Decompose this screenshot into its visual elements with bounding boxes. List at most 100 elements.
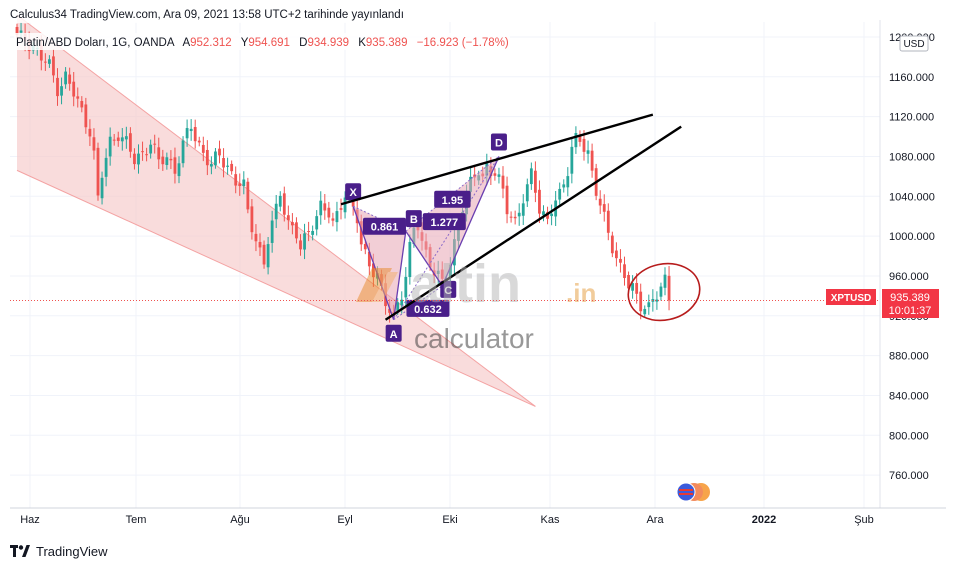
candle bbox=[60, 77, 63, 105]
x-tick-label: Eyl bbox=[337, 514, 352, 526]
candle bbox=[534, 161, 537, 203]
candle bbox=[270, 210, 274, 253]
candle bbox=[550, 204, 553, 226]
highlight-circle bbox=[627, 262, 701, 322]
candle bbox=[205, 140, 209, 176]
candle bbox=[222, 148, 225, 178]
candle bbox=[327, 201, 331, 224]
price-badge-value: 935.389 bbox=[890, 292, 930, 304]
pattern-point-b[interactable]: B bbox=[405, 210, 422, 228]
candle bbox=[189, 119, 193, 141]
price-axis[interactable]: 760.000800.000840.000880.000920.000960.0… bbox=[889, 32, 935, 482]
currency-box[interactable] bbox=[899, 35, 929, 52]
tradingview-brand: TradingView bbox=[36, 543, 108, 559]
candle bbox=[497, 167, 501, 184]
candle bbox=[590, 143, 594, 178]
event-marker[interactable] bbox=[676, 482, 710, 502]
candle bbox=[602, 194, 606, 222]
candle bbox=[218, 140, 221, 164]
svg-text:A: A bbox=[390, 329, 398, 341]
svg-text:1.95: 1.95 bbox=[442, 195, 463, 207]
candle bbox=[335, 201, 339, 232]
candle bbox=[197, 136, 201, 147]
y-tick-label: 880.000 bbox=[889, 351, 929, 363]
symbol-badge bbox=[826, 289, 876, 305]
wedge-line-upper[interactable] bbox=[340, 113, 654, 206]
wedge-line-lower[interactable] bbox=[384, 125, 682, 321]
publisher-line: Calculus34 TradingView.com, Ara 09, 2021… bbox=[10, 9, 404, 21]
candle bbox=[250, 198, 254, 240]
candle bbox=[88, 119, 92, 147]
candle bbox=[286, 205, 290, 230]
candle bbox=[319, 191, 323, 225]
y-tick-label: 960.000 bbox=[889, 271, 929, 283]
candle bbox=[509, 211, 513, 223]
candle bbox=[92, 128, 96, 160]
candle bbox=[663, 267, 667, 296]
candle bbox=[230, 160, 234, 175]
candle bbox=[619, 249, 622, 273]
candle bbox=[52, 49, 55, 83]
candle bbox=[647, 294, 651, 315]
svg-text:1.277: 1.277 bbox=[431, 217, 459, 229]
candle bbox=[513, 210, 517, 225]
instrument-title: Platin/ABD Doları, 1G, OANDA A952.312 Y9… bbox=[16, 37, 509, 49]
pattern-ratio-abc: 0.632 bbox=[406, 299, 450, 317]
candle bbox=[339, 198, 343, 220]
pattern-ratio-xab: 0.861 bbox=[362, 217, 406, 235]
candle bbox=[586, 140, 590, 164]
y-tick-label: 1160.000 bbox=[889, 72, 934, 84]
candle bbox=[578, 130, 582, 147]
candle bbox=[185, 119, 189, 147]
watermark-logo-icon bbox=[356, 268, 392, 302]
candle bbox=[525, 178, 529, 207]
x-tick-label: Eki bbox=[442, 514, 457, 526]
candle bbox=[493, 168, 497, 181]
harmonic-pattern: X A B C D 0.861 0.632 1.95 1.277 bbox=[345, 133, 507, 342]
candle bbox=[137, 144, 140, 174]
time-axis[interactable]: Haz Tem Ağu Eyl Eki Kas Ara 2022 Şub bbox=[20, 514, 874, 526]
candle bbox=[193, 119, 197, 149]
candle bbox=[505, 176, 509, 224]
candle bbox=[655, 291, 659, 310]
candle bbox=[157, 137, 161, 169]
candle bbox=[562, 179, 566, 193]
candle bbox=[56, 68, 59, 106]
candle bbox=[343, 191, 347, 219]
candle bbox=[96, 142, 100, 201]
pattern-point-d[interactable]: D bbox=[490, 133, 507, 151]
pattern-ratio-bcd: 1.95 bbox=[434, 190, 471, 208]
candle bbox=[214, 148, 217, 169]
candle bbox=[408, 234, 412, 285]
ohlc-close: 935.389 bbox=[366, 37, 408, 49]
candle bbox=[307, 221, 310, 242]
candle bbox=[566, 167, 570, 197]
candle bbox=[574, 126, 578, 154]
candle bbox=[295, 217, 298, 244]
candle bbox=[145, 147, 148, 162]
watermark: altin .in calculator bbox=[356, 254, 596, 354]
candle bbox=[165, 152, 169, 170]
candle bbox=[161, 149, 165, 171]
x-tick-label: Ara bbox=[646, 514, 664, 526]
candle bbox=[623, 256, 626, 286]
candle bbox=[149, 139, 153, 159]
pattern-point-x[interactable]: X bbox=[345, 183, 362, 201]
candle bbox=[282, 186, 286, 222]
ohlc-change: −16.923 (−1.78%) bbox=[417, 37, 509, 49]
candle bbox=[258, 233, 262, 256]
x-tick-label: Haz bbox=[20, 514, 40, 526]
candle bbox=[299, 234, 302, 256]
candle bbox=[108, 127, 112, 166]
pattern-point-c[interactable]: C bbox=[440, 280, 457, 298]
candle bbox=[278, 191, 282, 212]
last-price-badges: XPTUSD 935.389 10:01:37 bbox=[826, 289, 939, 318]
candle bbox=[404, 267, 408, 308]
candle bbox=[169, 150, 173, 170]
watermark-brand: altin bbox=[410, 254, 521, 314]
tradingview-logo[interactable]: TradingView bbox=[10, 542, 108, 560]
candle bbox=[643, 305, 647, 318]
pattern-point-a[interactable]: A bbox=[385, 324, 402, 342]
candle bbox=[234, 166, 238, 194]
